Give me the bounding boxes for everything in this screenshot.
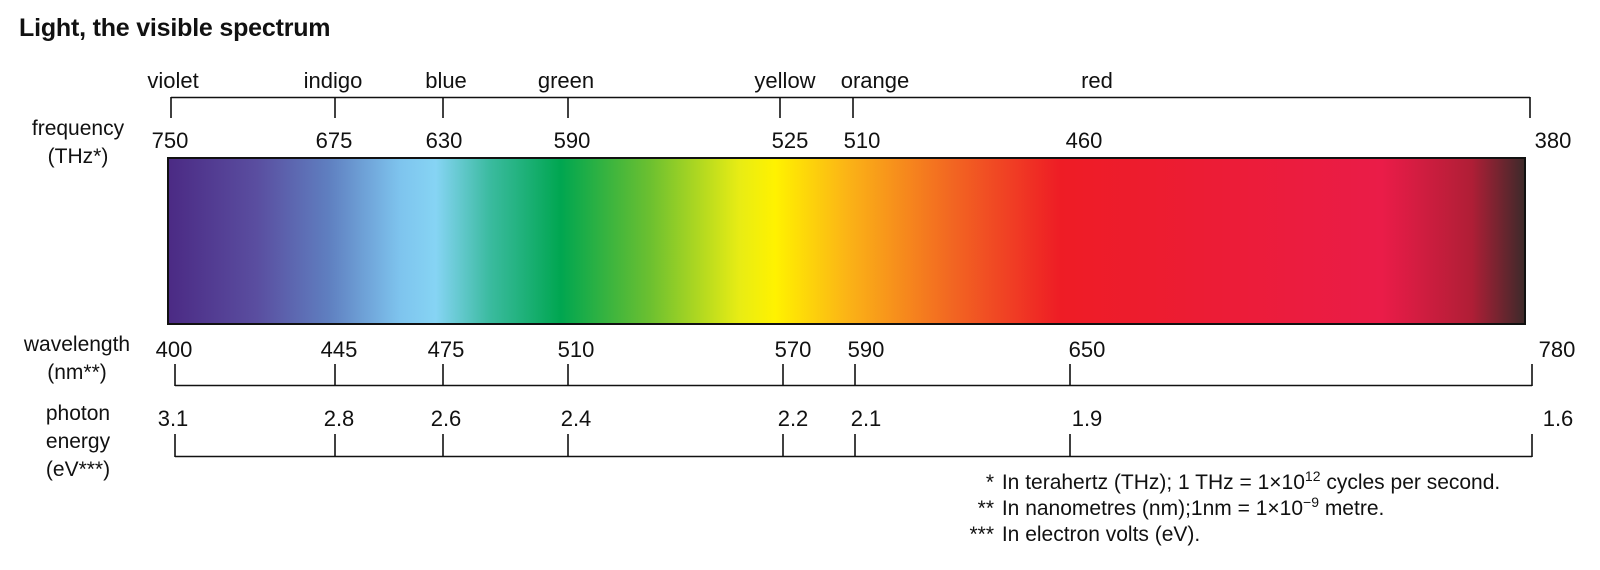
frequency-tick-label: 675 xyxy=(315,128,353,153)
energy-bracket xyxy=(174,434,1533,458)
wavelength-tick-label: 510 xyxy=(557,337,595,362)
wavelength-tick-label: 650 xyxy=(1068,337,1106,362)
color-name-green: green xyxy=(537,68,595,93)
wavelength-tick-label: 475 xyxy=(427,337,465,362)
energy-label: photon energy (eV***) xyxy=(22,400,134,484)
frequency-label-line2: (THz*) xyxy=(47,145,109,168)
energy-label-line2: energy xyxy=(45,430,111,453)
energy-label-line1: photon xyxy=(45,402,111,425)
footnote-nanometres: ** In nanometres (nm);1nm = 1×10−9 metre… xyxy=(960,494,1500,522)
color-name-indigo: indigo xyxy=(303,68,363,93)
energy-tick-label: 1.9 xyxy=(1071,406,1103,431)
footnote-terahertz: * In terahertz (THz); 1 THz = 1×1012 cyc… xyxy=(960,468,1501,496)
frequency-label-line1: frequency xyxy=(31,117,125,140)
frequency-tick-label: 510 xyxy=(843,128,881,153)
wavelength-tick-label: 780 xyxy=(1538,337,1576,362)
wavelength-label: wavelength (nm**) xyxy=(14,331,140,387)
wavelength-tick-label: 570 xyxy=(774,337,812,362)
wavelength-bracket xyxy=(174,364,1533,387)
footnote-text: In terahertz (THz); 1 THz = 1×10 xyxy=(1001,471,1305,494)
footnote-text: In nanometres (nm);1nm = 1×10 xyxy=(1001,497,1304,520)
energy-tick-label: 2.6 xyxy=(430,406,462,431)
footnote-text: In electron volts (eV). xyxy=(1001,523,1201,546)
footnote-exponent: 12 xyxy=(1304,468,1321,484)
color-name-blue: blue xyxy=(425,68,467,93)
frequency-label: frequency (THz*) xyxy=(22,115,134,171)
frequency-tick-label: 630 xyxy=(425,128,463,153)
footnote-marker: ** xyxy=(977,497,994,520)
energy-tick-label: 2.4 xyxy=(560,406,592,431)
wavelength-tick-label: 445 xyxy=(320,337,358,362)
energy-tick-label: 2.1 xyxy=(850,406,882,431)
wavelength-tick-label: 590 xyxy=(847,337,885,362)
energy-tick-label: 3.1 xyxy=(157,406,189,431)
wavelength-label-line1: wavelength xyxy=(23,333,131,356)
footnotes: * In terahertz (THz); 1 THz = 1×1012 cyc… xyxy=(960,468,1501,548)
footnote-marker: *** xyxy=(969,523,994,546)
frequency-tick-label: 525 xyxy=(771,128,809,153)
energy-label-line3: (eV***) xyxy=(45,458,111,481)
color-name-yellow: yellow xyxy=(754,68,816,93)
footnote-electron-volts: *** In electron volts (eV). xyxy=(960,522,1500,548)
energy-tick-label: 2.8 xyxy=(323,406,355,431)
wavelength-tick-label: 400 xyxy=(155,337,193,362)
frequency-tick-label: 590 xyxy=(553,128,591,153)
footnote-exponent: −9 xyxy=(1303,494,1319,510)
diagram-title: Light, the visible spectrum xyxy=(19,14,331,42)
color-name-violet: violet xyxy=(147,68,199,93)
energy-tick-label: 1.6 xyxy=(1542,406,1574,431)
footnote-marker: * xyxy=(985,471,994,494)
footnote-tail: metre. xyxy=(1318,497,1385,520)
frequency-tick-label: 380 xyxy=(1534,128,1572,153)
footnote-tail: cycles per second. xyxy=(1320,471,1501,494)
color-name-orange: orange xyxy=(840,68,910,93)
spectrum-bar xyxy=(167,157,1526,325)
wavelength-label-line2: (nm**) xyxy=(47,361,107,384)
frequency-tick-label: 750 xyxy=(151,128,189,153)
color-bracket xyxy=(170,96,1531,118)
color-name-red: red xyxy=(1081,68,1113,93)
energy-tick-label: 2.2 xyxy=(777,406,809,431)
frequency-tick-label: 460 xyxy=(1065,128,1103,153)
